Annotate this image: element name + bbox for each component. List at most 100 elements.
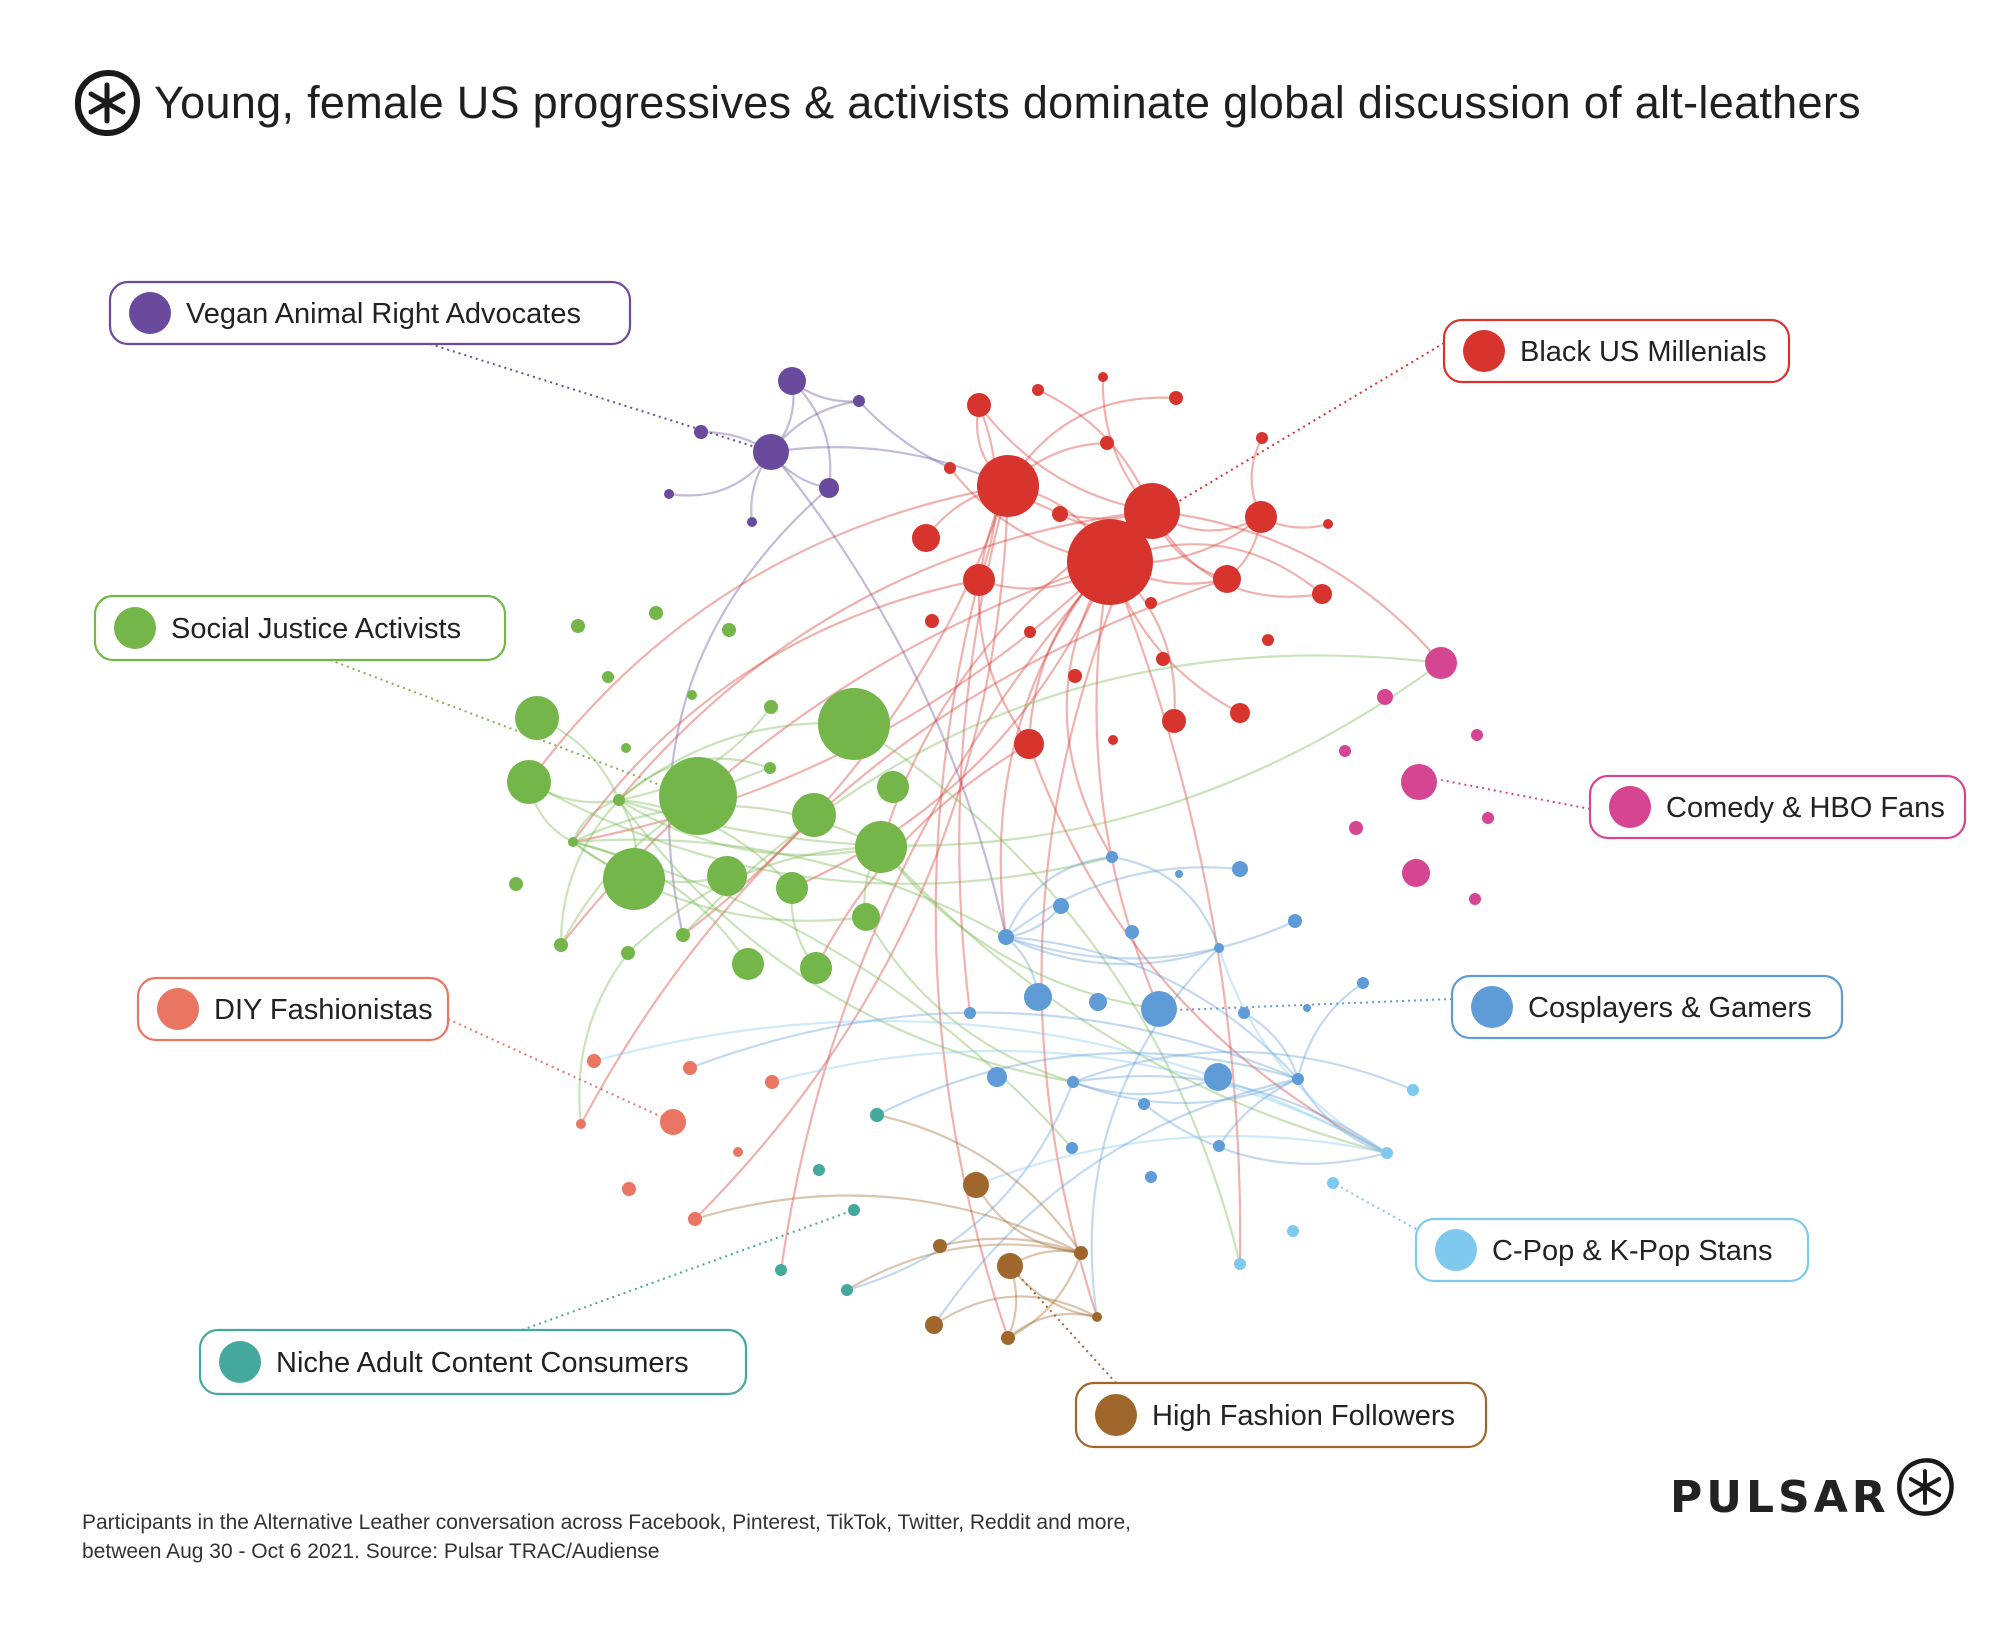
network-node-cosplay — [1024, 983, 1052, 1011]
leader-line-cosplay — [1177, 998, 1453, 1011]
network-edge — [1005, 866, 1241, 938]
network-node-social — [602, 671, 614, 683]
network-node-fashion — [1092, 1312, 1102, 1322]
network-node-vegan — [694, 425, 708, 439]
network-node-diy — [576, 1119, 586, 1129]
network-node-vegan — [753, 434, 789, 470]
legend-text-diy: DIY Fashionistas — [214, 994, 433, 1026]
legend-box — [1442, 318, 1791, 384]
network-node-social — [603, 848, 665, 910]
legend-swatch-black — [1463, 330, 1505, 372]
network-edge — [933, 1295, 1098, 1326]
network-node-fashion — [963, 1172, 989, 1198]
network-node-black — [1262, 634, 1274, 646]
network-edge — [1296, 982, 1364, 1080]
network-node-kpop — [1381, 1147, 1393, 1159]
network-edge — [1004, 855, 1113, 938]
legend-label-niche: Niche Adult Content Consumers — [198, 1328, 748, 1396]
network-node-comedy — [1377, 689, 1393, 705]
network-edge — [571, 798, 620, 843]
legend-swatch-niche — [219, 1341, 261, 1383]
network-node-social — [621, 743, 631, 753]
network-node-black — [1024, 626, 1036, 638]
network-node-black — [944, 462, 956, 474]
network-node-cosplay — [1125, 925, 1139, 939]
network-node-vegan — [778, 367, 806, 395]
network-node-black — [1098, 372, 1108, 382]
network-node-social — [776, 872, 808, 904]
legend-label-vegan: Vegan Animal Right Advocates — [108, 280, 632, 346]
network-edge — [880, 846, 1388, 1155]
network-edge — [668, 487, 830, 936]
network-edge — [528, 484, 1009, 783]
network-node-cosplay — [1303, 1004, 1311, 1012]
legend-swatch-cosplay — [1471, 986, 1513, 1028]
network-edge — [853, 723, 1242, 1265]
network-node-black — [967, 393, 991, 417]
network-edge — [846, 1243, 1082, 1291]
network-node-comedy — [1339, 745, 1351, 757]
network-edge — [1108, 561, 1242, 1265]
network-edge — [1072, 1074, 1388, 1154]
label-leader-lines — [329, 342, 1591, 1384]
legend-text-vegan: Vegan Animal Right Advocates — [186, 298, 581, 330]
network-node-social — [568, 837, 578, 847]
legend-text-niche: Niche Adult Content Consumers — [276, 1347, 689, 1379]
leader-line-niche — [521, 1209, 855, 1331]
network-edge — [815, 743, 1030, 969]
network-node-cosplay — [1292, 1073, 1304, 1085]
network-node-black — [1068, 669, 1082, 683]
network-edge — [934, 579, 1010, 1339]
network-edge — [876, 1113, 1082, 1254]
legend-text-cosplay: Cosplayers & Gamers — [1528, 992, 1812, 1024]
network-node-social — [571, 619, 585, 633]
network-edge — [528, 781, 1113, 885]
network-node-cosplay — [1145, 1171, 1157, 1183]
network-node-social — [687, 690, 697, 700]
legend-box — [136, 976, 450, 1042]
network-node-niche — [848, 1204, 860, 1216]
network-edge — [559, 799, 620, 946]
network-node-social — [676, 928, 690, 942]
network-edge — [865, 916, 1074, 1084]
legend-box — [1074, 1381, 1488, 1449]
network-node-niche — [813, 1164, 825, 1176]
network-node-cosplay — [1066, 1142, 1078, 1154]
network-node-vegan — [747, 517, 757, 527]
leader-line-fashion — [1009, 1265, 1117, 1384]
network-node-comedy — [1425, 647, 1457, 679]
network-edge — [560, 766, 771, 946]
legend-swatch-fashion — [1095, 1394, 1137, 1436]
network-node-black — [1124, 483, 1180, 539]
network-node-black — [1245, 501, 1277, 533]
network-node-comedy — [1349, 821, 1363, 835]
network-node-cosplay — [964, 1007, 976, 1019]
legend-label-fashion: High Fashion Followers — [1074, 1381, 1488, 1449]
network-node-niche — [870, 1108, 884, 1122]
legend-label-comedy: Comedy & HBO Fans — [1588, 774, 1967, 840]
network-node-social — [507, 760, 551, 804]
network-node-cosplay — [1067, 1076, 1079, 1088]
network-node-black — [925, 614, 939, 628]
leader-line-social — [329, 659, 661, 786]
network-node-black — [1014, 729, 1044, 759]
legend-swatch-diy — [157, 988, 199, 1030]
network-node-cosplay — [998, 929, 1014, 945]
network-edge — [880, 846, 1160, 1011]
network-edge — [1005, 935, 1299, 1080]
network-edge — [770, 451, 1008, 938]
footnote-line-2: between Aug 30 - Oct 6 2021. Source: Pul… — [82, 1540, 660, 1563]
network-edge — [1005, 920, 1296, 960]
network-node-diy — [683, 1061, 697, 1075]
leader-line-comedy — [1440, 779, 1591, 810]
network-edge — [1072, 1050, 1414, 1092]
network-edge — [858, 400, 951, 469]
legend-text-kpop: C-Pop & K-Pop Stans — [1492, 1235, 1772, 1267]
network-node-black — [1230, 703, 1250, 723]
network-node-kpop — [1407, 1084, 1419, 1096]
network-node-social — [764, 762, 776, 774]
network-edge — [1217, 947, 1388, 1154]
network-node-cosplay — [1204, 1063, 1232, 1091]
network-node-social — [649, 606, 663, 620]
